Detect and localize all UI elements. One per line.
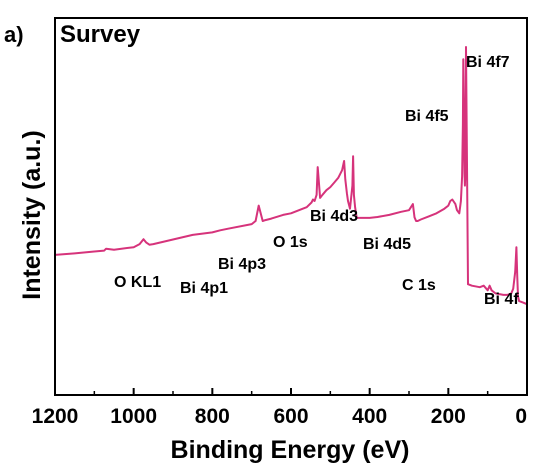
x-axis-ticks: 1200 1000 800 600 400 200 0 — [32, 388, 528, 428]
y-axis-label: Intensity (a.u.) — [18, 130, 46, 299]
x-tick-label: 800 — [195, 405, 230, 428]
peak-annotation-label: O KL1 — [114, 274, 161, 291]
x-tick-label: 200 — [431, 405, 466, 428]
peak-annotation-label: Bi 4d3 — [310, 208, 358, 225]
x-tick-label: 1000 — [110, 405, 157, 428]
peak-annotation-label: Bi 4d5 — [363, 236, 411, 253]
x-axis-label: Binding Energy (eV) — [171, 436, 410, 463]
peak-annotation-label: Bi 4f — [484, 291, 519, 308]
series-line-survey — [54, 46, 528, 306]
peak-annotation-label: C 1s — [402, 277, 436, 294]
peak-annotation-label: O 1s — [273, 234, 308, 251]
x-tick-label: 600 — [273, 405, 308, 428]
chart-title: Survey — [60, 21, 141, 48]
peak-annotation-label: Bi 4p1 — [180, 280, 228, 297]
x-tick-label: 0 — [515, 405, 527, 428]
x-tick-label: 1200 — [32, 405, 79, 428]
peak-annotation-label: Bi 4f7 — [466, 54, 510, 71]
peak-annotation-label: Bi 4p3 — [218, 256, 266, 273]
x-tick-label: 400 — [352, 405, 387, 428]
panel-label: a) — [4, 22, 24, 47]
peak-annotation-label: Bi 4f5 — [405, 108, 449, 125]
